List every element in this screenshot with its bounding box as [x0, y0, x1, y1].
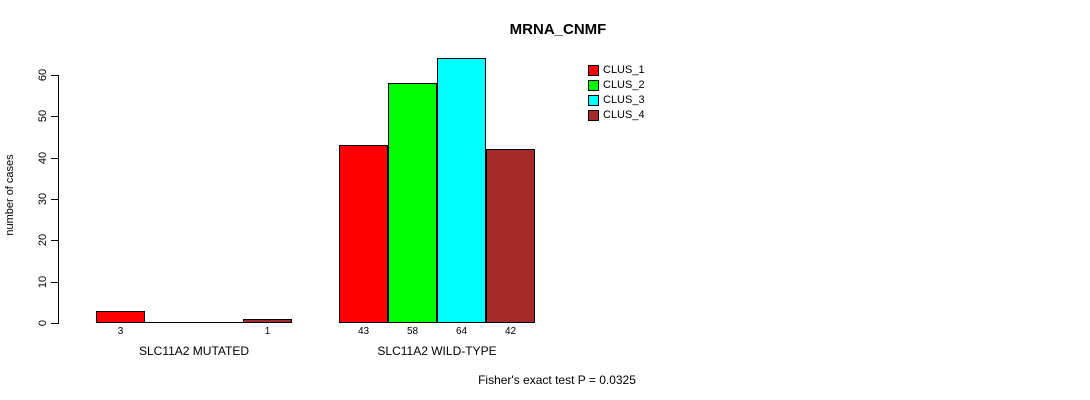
category-label: SLC11A2 MUTATED [138, 344, 250, 358]
bar-value-label: 42 [504, 326, 517, 337]
category-label: SLC11A2 WILD-TYPE [377, 344, 497, 358]
y-tick-mark [51, 75, 58, 76]
y-tick-mark [51, 199, 58, 200]
bar-value-label: 58 [406, 326, 419, 337]
legend-label: CLUS_3 [603, 94, 645, 106]
y-tick-mark [51, 116, 58, 117]
y-tick-mark [51, 282, 58, 283]
legend-label: CLUS_1 [603, 64, 645, 76]
bar-clus_2-group1-zero [145, 322, 194, 323]
y-tick-label: 50 [37, 109, 49, 123]
legend-label: CLUS_2 [603, 79, 645, 91]
bar-clus_4-group2 [486, 149, 535, 323]
y-tick-label: 0 [37, 319, 49, 327]
legend-label: CLUS_4 [603, 109, 645, 121]
y-tick-label: 20 [37, 233, 49, 247]
fisher-test-annotation: Fisher's exact test P = 0.0325 [478, 373, 636, 387]
y-axis-line [58, 75, 59, 324]
bar-clus_3-group1-zero [194, 322, 243, 323]
bar-value-label: 1 [264, 326, 271, 337]
legend-item-clus_2: CLUS_2 [588, 79, 645, 91]
legend-swatch-clus_2 [588, 79, 599, 91]
chart-title: MRNA_CNMF [509, 21, 607, 38]
bar-clus_1-group2 [339, 145, 388, 323]
legend-item-clus_1: CLUS_1 [588, 64, 645, 76]
bar-value-label: 43 [357, 326, 370, 337]
y-tick-mark [51, 240, 58, 241]
legend-swatch-clus_4 [588, 109, 599, 121]
y-tick-label: 60 [37, 68, 49, 82]
legend-item-clus_4: CLUS_4 [588, 109, 645, 121]
y-tick-mark [51, 158, 58, 159]
y-tick-mark [51, 323, 58, 324]
bar-value-label: 3 [117, 326, 124, 337]
legend-swatch-clus_3 [588, 94, 599, 106]
y-tick-label: 30 [37, 192, 49, 206]
bar-clus_2-group2 [388, 83, 437, 323]
bar-clus_1-group1 [96, 311, 145, 323]
bar-clus_4-group1 [243, 319, 292, 323]
y-tick-label: 40 [37, 151, 49, 165]
legend-swatch-clus_1 [588, 64, 599, 76]
y-tick-label: 10 [37, 275, 49, 289]
bar-value-label: 64 [455, 326, 468, 337]
bar-clus_3-group2 [437, 58, 486, 323]
y-axis-label: number of cases [4, 154, 16, 236]
legend-item-clus_3: CLUS_3 [588, 94, 645, 106]
